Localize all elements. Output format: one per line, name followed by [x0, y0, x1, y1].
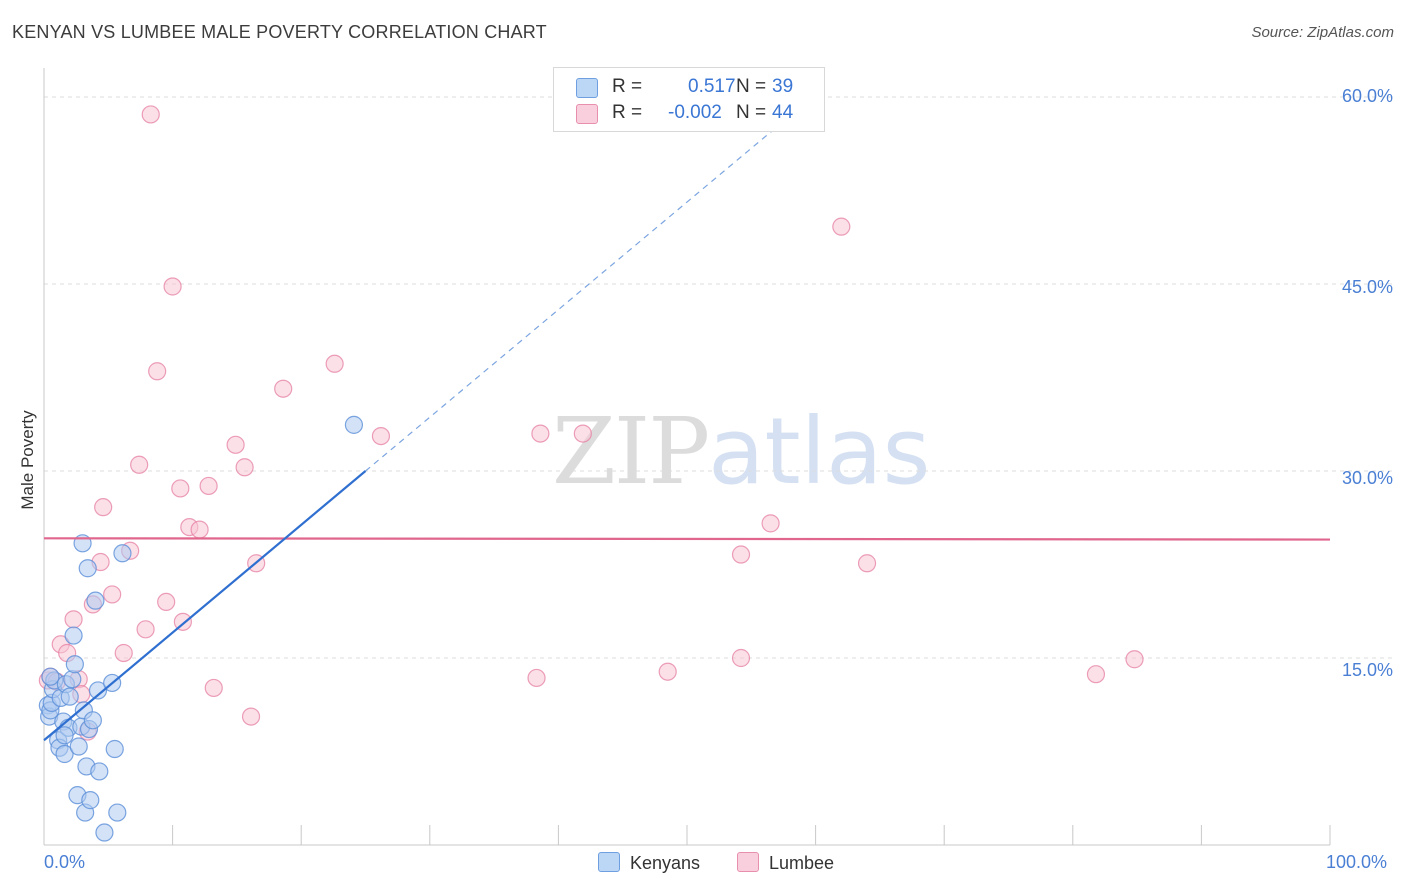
kenyans-point	[83, 711, 102, 730]
lumbee-point	[832, 217, 851, 236]
lumbee-point	[531, 424, 550, 443]
kenyans-point	[64, 626, 83, 645]
kenyans-trend-extension	[365, 94, 816, 472]
kenyans-point	[108, 803, 127, 822]
lumbee-point	[148, 362, 167, 381]
lumbee-point	[64, 610, 83, 629]
legend-r-label: R =	[612, 102, 643, 123]
lumbee-point	[94, 498, 113, 517]
source-label: Source: ZipAtlas.com	[1251, 24, 1394, 41]
lumbee-point	[274, 379, 293, 398]
lumbee-trend-line	[43, 537, 1331, 541]
lumbee-point	[761, 514, 780, 533]
lumbee-swatch-icon	[576, 104, 598, 124]
lumbee-point	[141, 105, 160, 124]
lumbee-point	[731, 648, 751, 668]
legend-n-label: N =	[736, 76, 767, 97]
kenyans-point	[105, 739, 124, 759]
kenyans-trend-line	[43, 470, 367, 742]
lumbee-point	[114, 643, 133, 663]
kenyans-legend-swatch-icon	[598, 852, 620, 872]
lumbee-legend-swatch-icon	[737, 852, 759, 872]
kenyans-point	[41, 667, 60, 686]
lumbee-point	[199, 476, 218, 496]
watermark-zip: ZIP	[552, 398, 710, 505]
lumbee-point	[371, 426, 391, 446]
legend-n-label: N =	[736, 102, 767, 123]
kenyans-point	[81, 791, 100, 810]
kenyans-point	[55, 744, 74, 764]
lumbee-point	[527, 668, 546, 688]
lumbee-point	[163, 277, 182, 296]
y-tick-label-15: 15.0%	[1341, 660, 1393, 680]
kenyans-point	[65, 655, 84, 674]
lumbee-point	[731, 545, 751, 564]
x-tick-label-max: 100.0%	[1326, 852, 1388, 872]
x-tick-label-min: 0.0%	[44, 852, 86, 872]
kenyans-point	[86, 591, 105, 610]
lumbee-point	[190, 520, 209, 539]
kenyans-point	[90, 762, 109, 781]
legend-n-value: 44	[772, 102, 794, 123]
lumbee-legend-label: Lumbee	[769, 853, 835, 873]
legend-n-value: 39	[772, 76, 794, 97]
lumbee-point	[573, 424, 592, 443]
kenyans-swatch-icon	[576, 78, 598, 98]
lumbee-point	[171, 479, 190, 498]
lumbee-point	[1125, 650, 1144, 669]
lumbee-point	[136, 620, 155, 639]
y-tick-label-60: 60.0%	[1341, 86, 1393, 106]
lumbee-point	[204, 678, 223, 698]
lumbee-point	[226, 435, 245, 454]
y-axis-label: Male Poverty	[18, 410, 37, 510]
watermark: ZIPatlas	[552, 398, 931, 505]
kenyans-point	[344, 415, 364, 434]
y-tick-label-30: 30.0%	[1341, 468, 1393, 488]
legend-r-label: R =	[612, 76, 643, 97]
kenyans-legend-label: Kenyans	[630, 853, 701, 873]
kenyans-point	[78, 559, 97, 578]
lumbee-point	[241, 707, 261, 726]
correlation-legend: R = 0.517 N = 39 R = -0.002 N = 44	[553, 67, 825, 132]
lumbee-point	[103, 585, 122, 604]
y-tick-label-45: 45.0%	[1341, 277, 1393, 297]
kenyans-point	[55, 726, 74, 745]
kenyans-point	[113, 544, 132, 563]
kenyans-point	[60, 687, 79, 706]
bottom-legend-kenyans: Kenyans	[598, 852, 700, 874]
lumbee-point	[157, 592, 176, 612]
watermark-atlas: atlas	[708, 398, 931, 505]
kenyans-point	[88, 681, 108, 700]
lumbee-point	[658, 662, 677, 681]
chart-title: KENYAN VS LUMBEE MALE POVERTY CORRELATIO…	[12, 22, 547, 42]
kenyans-point	[69, 737, 88, 756]
lumbee-point	[325, 354, 344, 373]
kenyans-point	[95, 823, 114, 842]
lumbee-point	[235, 458, 254, 477]
legend-r-value: 0.517	[688, 76, 736, 97]
lumbee-point	[130, 455, 149, 474]
bottom-legend-lumbee: Lumbee	[737, 852, 834, 874]
lumbee-point	[1086, 665, 1106, 684]
kenyans-point	[63, 670, 82, 689]
lumbee-point	[857, 554, 877, 573]
legend-r-value: -0.002	[668, 102, 722, 123]
